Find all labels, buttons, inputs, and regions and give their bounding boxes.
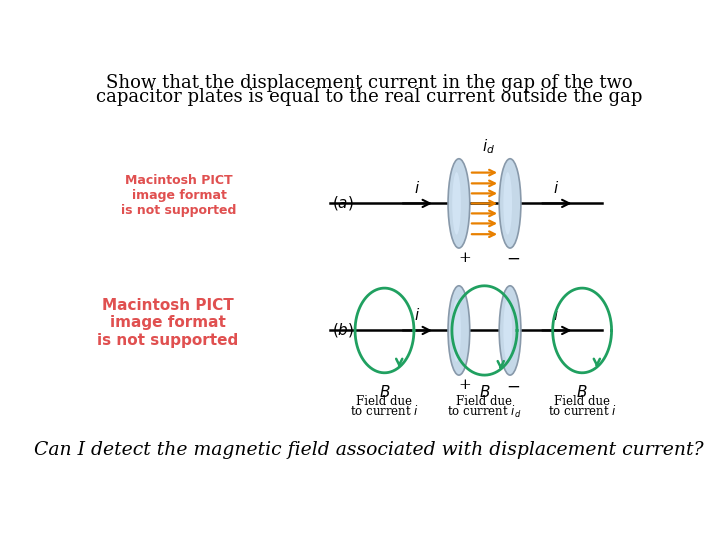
Text: $i$: $i$ (554, 180, 559, 195)
Text: Macintosh PICT
image format
is not supported: Macintosh PICT image format is not suppo… (97, 298, 238, 348)
Ellipse shape (499, 159, 521, 248)
Text: Macintosh PICT
image format
is not supported: Macintosh PICT image format is not suppo… (122, 174, 237, 217)
Text: Field due: Field due (456, 395, 513, 408)
Text: $B$: $B$ (576, 384, 588, 400)
Text: $B$: $B$ (479, 384, 490, 400)
Text: Show that the displacement current in the gap of the two: Show that the displacement current in th… (106, 74, 632, 92)
Text: to current $i$: to current $i$ (350, 404, 419, 418)
Ellipse shape (448, 159, 469, 248)
Text: capacitor plates is equal to the real current outside the gap: capacitor plates is equal to the real cu… (96, 88, 642, 106)
Text: −: − (506, 251, 520, 268)
Ellipse shape (499, 286, 521, 375)
Text: −: − (506, 378, 520, 395)
Text: Can I detect the magnetic field associated with displacement current?: Can I detect the magnetic field associat… (35, 441, 703, 459)
Text: $i$: $i$ (414, 180, 420, 195)
Ellipse shape (452, 172, 461, 235)
Ellipse shape (452, 299, 461, 362)
Text: $i$: $i$ (554, 307, 559, 323)
Ellipse shape (503, 172, 512, 235)
Text: $i_d$: $i_d$ (482, 137, 495, 156)
Text: $(a)$: $(a)$ (332, 194, 354, 212)
Text: $B$: $B$ (379, 384, 390, 400)
Ellipse shape (503, 299, 512, 362)
Text: to current $i_d$: to current $i_d$ (447, 404, 522, 421)
Text: $(b)$: $(b)$ (332, 321, 354, 340)
Text: +: + (459, 378, 472, 392)
Text: Field due: Field due (356, 395, 413, 408)
Text: +: + (459, 251, 472, 265)
Ellipse shape (448, 286, 469, 375)
Text: to current $i$: to current $i$ (548, 404, 616, 418)
Text: Field due: Field due (554, 395, 610, 408)
Text: $i$: $i$ (414, 307, 420, 323)
